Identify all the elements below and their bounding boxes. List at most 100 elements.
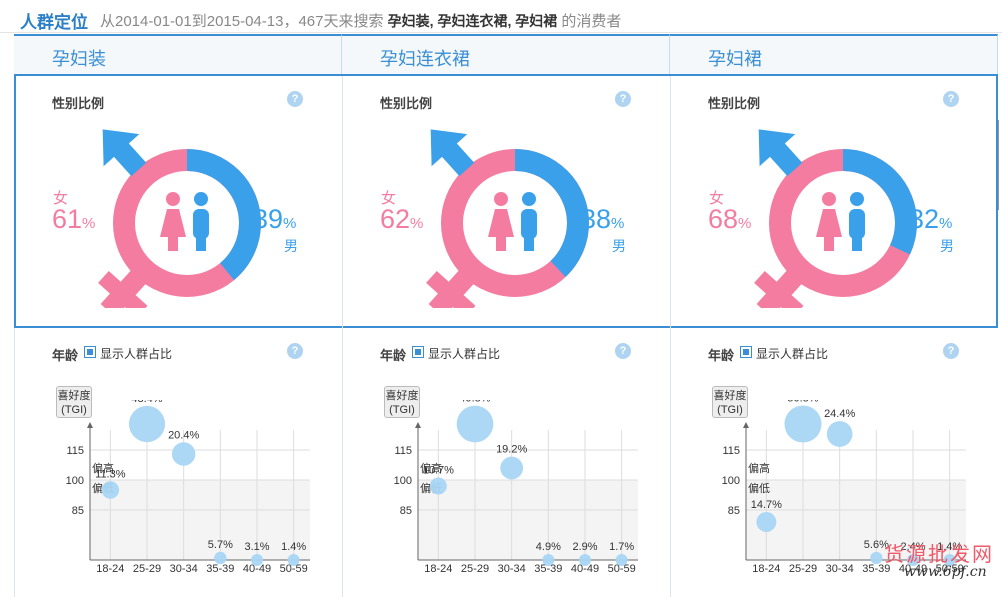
age-bubble[interactable] <box>500 456 524 480</box>
help-icon[interactable]: ? <box>615 91 631 107</box>
column-divider <box>342 76 343 597</box>
male-percent: 32% <box>909 204 952 235</box>
share-label: 14.7% <box>751 499 782 511</box>
x-tick-label: 25-29 <box>461 563 489 575</box>
x-tick-label: 40-49 <box>571 563 599 575</box>
share-label: 1.7% <box>609 541 634 553</box>
age-bubble[interactable] <box>784 405 822 443</box>
help-icon[interactable]: ? <box>943 343 959 359</box>
age-bubble[interactable] <box>870 551 883 565</box>
show-share-checkbox[interactable] <box>740 346 752 358</box>
y-tick-label: 115 <box>66 445 84 457</box>
age-bubble[interactable] <box>214 551 227 565</box>
male-label: 男 <box>612 238 626 254</box>
column-header-3: 孕妇裙 <box>670 34 998 74</box>
gender-donut-chart <box>426 129 589 308</box>
share-label: 49.8% <box>459 400 490 405</box>
share-label: 3.1% <box>244 541 269 553</box>
male-arc <box>769 149 917 297</box>
x-tick-label: 35-39 <box>534 563 562 575</box>
share-label: 1.4% <box>281 541 306 553</box>
share-label: 2.9% <box>572 541 597 553</box>
age-bubble[interactable] <box>579 554 591 566</box>
above-average-label: 偏高 <box>92 461 114 475</box>
age-bubble[interactable] <box>128 405 166 443</box>
show-share-label[interactable]: 显示人群占比 <box>756 347 829 361</box>
column-title: 孕妇装 <box>52 49 106 70</box>
tgi-axis-label: 喜好度(TGI) <box>56 386 92 418</box>
female-cross-icon <box>426 269 476 308</box>
percent-sign: % <box>82 215 96 232</box>
age-title: 年龄 <box>708 348 735 363</box>
female-percent: 62% <box>380 204 423 235</box>
x-tick-label: 35-39 <box>862 563 890 575</box>
share-label: 5.6% <box>864 539 889 551</box>
page-subtitle: 从2014-01-01到2015-04-13，467天来搜索 孕妇装, 孕妇连衣… <box>100 10 621 31</box>
y-tick-label: 100 <box>66 475 84 487</box>
age-bubble[interactable] <box>615 554 628 566</box>
x-tick-label: 18-24 <box>96 563 124 575</box>
age-bubble[interactable] <box>171 442 196 466</box>
help-icon[interactable]: ? <box>615 343 631 359</box>
show-share-checkbox[interactable] <box>84 346 96 358</box>
percent-sign: % <box>611 215 625 232</box>
share-label: 19.2% <box>496 444 527 456</box>
y-tick-label: 85 <box>400 505 412 517</box>
show-share-label[interactable]: 显示人群占比 <box>428 347 501 361</box>
male-percent: 39% <box>253 204 296 235</box>
age-bubble[interactable] <box>756 512 777 532</box>
watermark-text: 货源批发网 <box>884 542 994 566</box>
y-tick-label: 115 <box>394 445 412 457</box>
y-axis-arrow <box>743 422 749 428</box>
side-fragment <box>998 120 1002 210</box>
column-header-1: 孕妇装 <box>14 34 342 74</box>
male-label: 男 <box>284 238 298 254</box>
male-label: 男 <box>940 238 954 254</box>
below-average-band <box>418 480 638 560</box>
man-icon <box>521 192 537 251</box>
share-label: 24.4% <box>824 408 855 420</box>
x-tick-label: 18-24 <box>752 563 780 575</box>
age-bubble[interactable] <box>101 481 120 499</box>
age-bubble[interactable] <box>251 554 263 566</box>
percent-sign: % <box>283 215 297 232</box>
age-bubble-chart: 115 100 85 18-24 25-29 30-34 35-39 40-49 50-59 偏高… <box>394 400 638 575</box>
x-tick-label: 40-49 <box>243 563 271 575</box>
age-bubble[interactable] <box>542 554 555 566</box>
column-divider <box>670 76 671 597</box>
help-icon[interactable]: ? <box>943 91 959 107</box>
help-icon[interactable]: ? <box>287 91 303 107</box>
column-header-2: 孕妇连衣裙 <box>342 34 670 74</box>
column-title: 孕妇连衣裙 <box>380 49 470 70</box>
age-bubble[interactable] <box>456 405 494 443</box>
age-bubble[interactable] <box>907 554 919 566</box>
woman-icon <box>488 192 514 251</box>
x-tick-label: 50-59 <box>280 563 308 575</box>
show-share-checkbox[interactable] <box>412 346 424 358</box>
share-label: 4.9% <box>536 541 561 553</box>
male-arrow-icon <box>102 129 147 177</box>
keywords: 孕妇装, 孕妇连衣裙, 孕妇裙 <box>387 13 558 29</box>
age-bubble[interactable] <box>943 554 956 566</box>
gender-donut-chart <box>98 129 261 308</box>
age-title: 年龄 <box>52 348 79 363</box>
show-share-label[interactable]: 显示人群占比 <box>100 347 173 361</box>
male-percent: 38% <box>581 204 624 235</box>
percent-sign: % <box>738 215 752 232</box>
female-label: 女 <box>709 190 725 207</box>
woman-icon <box>160 192 186 251</box>
y-axis-arrow <box>415 422 421 428</box>
age-bubble[interactable] <box>429 477 447 495</box>
x-tick-label: 50-59 <box>936 563 964 575</box>
help-icon[interactable]: ? <box>287 343 303 359</box>
share-label: 50.8% <box>787 400 818 404</box>
age-bubble[interactable] <box>287 554 300 566</box>
percent-sign: % <box>939 215 953 232</box>
age-bubble-chart: 115 100 85 18-24 25-29 30-34 35-39 40-49 50-59 偏高… <box>722 400 966 575</box>
share-label: 5.7% <box>208 539 233 551</box>
x-tick-label: 30-34 <box>170 563 198 575</box>
below-average-band <box>746 480 966 560</box>
age-bubble[interactable] <box>826 421 853 447</box>
below-average-label: 偏低 <box>748 481 770 495</box>
female-label: 女 <box>381 190 397 207</box>
